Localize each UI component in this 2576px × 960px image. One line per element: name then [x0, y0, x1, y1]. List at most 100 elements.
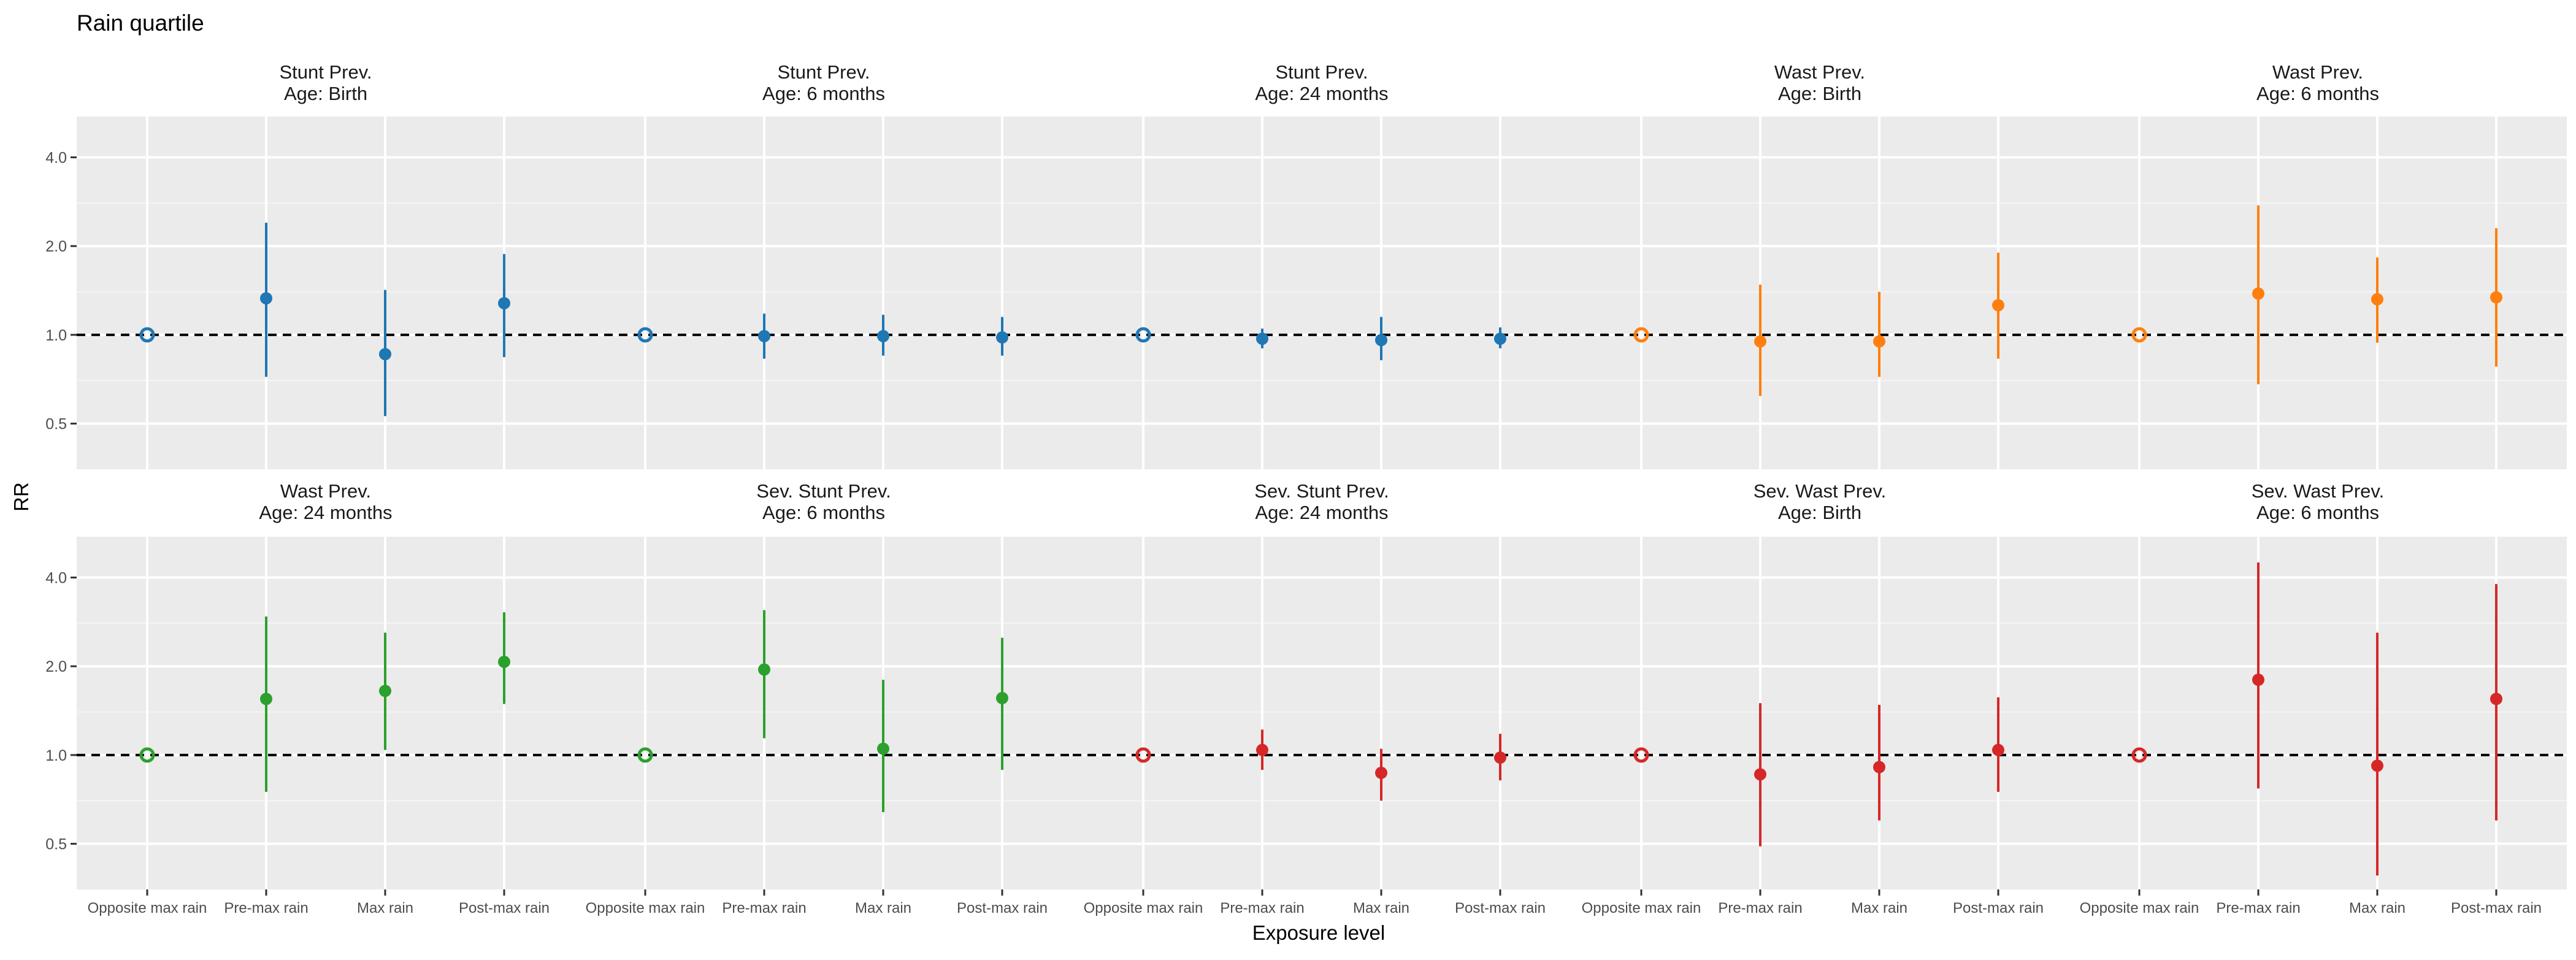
estimate-point	[379, 348, 391, 361]
estimate-point	[1375, 766, 1387, 779]
estimate-point	[1992, 743, 2004, 756]
y-tick-label: 0.5	[45, 416, 67, 433]
reference-point	[1633, 327, 1649, 343]
panel-title-age: Age: 24 months	[1255, 502, 1388, 523]
x-tick-label: Post-max rain	[2451, 900, 2542, 916]
reference-point	[1135, 747, 1151, 763]
panel-background	[575, 537, 1073, 889]
estimate-point	[1375, 334, 1387, 347]
panel-title-outcome: Sev. Wast Prev.	[1754, 480, 1886, 502]
panel-title-age: Age: Birth	[284, 83, 367, 104]
estimate-point	[877, 742, 889, 755]
panel-title-outcome: Wast Prev.	[2272, 61, 2363, 83]
panel-title-outcome: Sev. Stunt Prev.	[1254, 480, 1389, 502]
x-tick-label: Pre-max rain	[1220, 900, 1304, 916]
panel-title-outcome: Wast Prev.	[1774, 61, 1865, 83]
y-tick-label: 1.0	[45, 747, 67, 764]
estimate-point	[2252, 287, 2264, 300]
estimate-point	[877, 329, 889, 342]
panel-title-outcome: Stunt Prev.	[777, 61, 870, 83]
estimate-point	[1754, 768, 1766, 781]
panel-background	[2069, 537, 2567, 889]
panel-title-outcome: Wast Prev.	[280, 480, 371, 502]
panel: Wast Prev.Age: 6 months	[2069, 61, 2567, 469]
estimate-point	[1494, 332, 1506, 345]
estimate-point	[1873, 335, 1885, 348]
x-tick-label: Max rain	[357, 900, 413, 916]
reference-point	[2131, 747, 2147, 763]
panel-title-age: Age: 6 months	[2256, 502, 2379, 523]
panel-title-outcome: Stunt Prev.	[1275, 61, 1368, 83]
panel-title-outcome: Sev. Wast Prev.	[2252, 480, 2384, 502]
y-tick-label: 0.5	[45, 836, 67, 853]
chart-title: Rain quartile	[77, 10, 204, 36]
x-tick-label: Pre-max rain	[1718, 900, 1802, 916]
panel-title-age: Age: 24 months	[1255, 83, 1388, 104]
estimate-point	[1256, 332, 1268, 345]
x-tick-label: Max rain	[855, 900, 911, 916]
reference-point	[2131, 327, 2147, 343]
panel-title-age: Age: 24 months	[259, 502, 392, 523]
panel-background	[77, 537, 575, 889]
estimate-point	[260, 693, 272, 705]
x-axis-label: Exposure level	[1252, 921, 1385, 944]
panel-background	[1073, 117, 1571, 469]
x-tick-label: Opposite max rain	[586, 900, 705, 916]
reference-point	[637, 327, 653, 343]
panel-title-age: Age: 6 months	[762, 83, 885, 104]
panel: Sev. Wast Prev.Age: Birth Opposite max ra…	[1571, 480, 2069, 916]
panel: Sev. Stunt Prev.Age: 24 months Opposite m…	[1073, 480, 1571, 916]
x-tick-label: Pre-max rain	[224, 900, 308, 916]
estimate-point	[1256, 743, 1268, 756]
y-tick-label: 4.0	[45, 149, 67, 166]
x-tick-label: Opposite max rain	[88, 900, 207, 916]
x-tick-label: Post-max rain	[957, 900, 1048, 916]
x-tick-label: Opposite max rain	[1084, 900, 1203, 916]
reference-point	[139, 327, 155, 343]
estimate-point	[260, 292, 272, 305]
panel-background	[575, 117, 1073, 469]
estimate-point	[2490, 291, 2502, 304]
estimate-point	[758, 329, 770, 342]
x-tick-label: Post-max rain	[1953, 900, 2044, 916]
panel: Stunt Prev.Age: 6 months	[575, 61, 1073, 469]
x-tick-label: Opposite max rain	[1582, 900, 1701, 916]
panel: Wast Prev.Age: 24 months 0.5 1.0 2.0 4.0 Oppo…	[45, 480, 575, 916]
estimate-point	[2371, 759, 2383, 772]
estimate-point	[996, 331, 1008, 344]
panel-background	[1571, 117, 2069, 469]
reference-point	[637, 747, 653, 763]
panel: Stunt Prev.Age: 24 months	[1073, 61, 1571, 469]
x-tick-label: Max rain	[1353, 900, 1409, 916]
panel-title-age: Age: Birth	[1778, 502, 1861, 523]
y-axis-label: RR	[10, 482, 33, 512]
x-tick-label: Opposite max rain	[2080, 900, 2199, 916]
x-tick-label: Pre-max rain	[722, 900, 806, 916]
y-tick-label: 4.0	[45, 569, 67, 586]
estimate-point	[1754, 335, 1766, 348]
estimate-point	[758, 663, 770, 676]
y-tick-label: 2.0	[45, 658, 67, 675]
panel-background	[77, 117, 575, 469]
panels-layer: Stunt Prev. Age: Birth 0.5 1.0 2.0 4.0 Stunt P…	[45, 61, 2567, 916]
estimate-point	[2371, 293, 2383, 305]
estimate-point	[996, 692, 1008, 705]
panel-background	[1571, 537, 2069, 889]
estimate-point	[1992, 299, 2004, 312]
panel-title-age: Age: 6 months	[2256, 83, 2379, 104]
panel: Sev. Wast Prev.Age: 6 months Opposite max…	[2069, 480, 2567, 916]
panel: Sev. Stunt Prev.Age: 6 months Opposite ma…	[575, 480, 1073, 916]
panel: Stunt Prev.Age: Birth 0.5 1.0 2.0 4.0	[45, 61, 575, 469]
panel-background	[2069, 117, 2567, 469]
panel-title-outcome: Sev. Stunt Prev.	[756, 480, 891, 502]
y-tick-label: 2.0	[45, 238, 67, 255]
x-tick-label: Max rain	[1851, 900, 1907, 916]
x-tick-label: Pre-max rain	[2216, 900, 2300, 916]
x-tick-label: Max rain	[2349, 900, 2405, 916]
panel-title-age: Age: Birth	[1778, 83, 1861, 104]
estimate-point	[2490, 693, 2502, 705]
reference-point	[1135, 327, 1151, 343]
estimate-point	[379, 685, 391, 697]
